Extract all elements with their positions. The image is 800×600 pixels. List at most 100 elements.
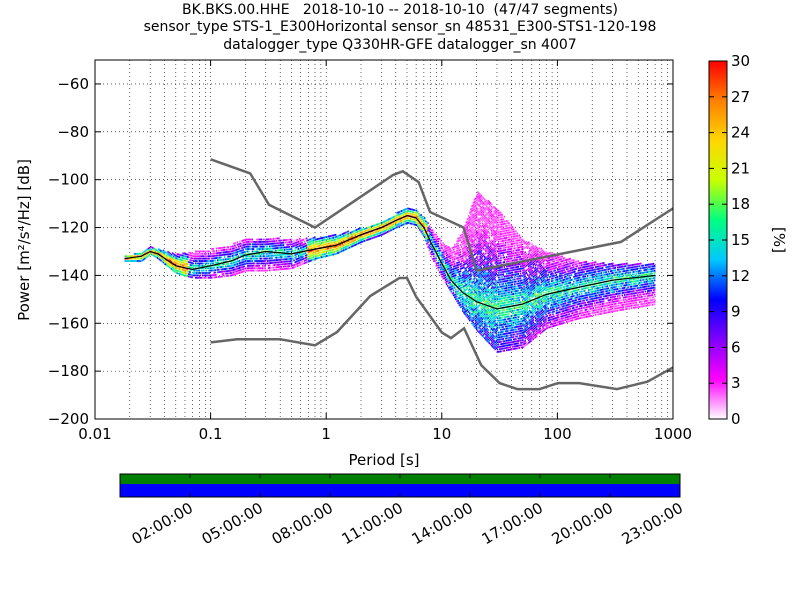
heatmap-cell xyxy=(482,309,485,312)
heatmap-cell xyxy=(486,330,488,333)
heatmap-cell xyxy=(208,276,211,279)
heatmap-cell xyxy=(496,348,499,351)
heatmap-cell xyxy=(473,251,476,254)
heatmap-cell xyxy=(495,330,498,333)
heatmap-cell xyxy=(477,275,479,277)
heatmap-cell xyxy=(299,252,301,255)
heatmap-cell xyxy=(479,260,481,263)
heatmap-cell xyxy=(220,247,222,249)
heatmap-cell xyxy=(474,276,477,279)
heatmap-cell xyxy=(232,269,234,272)
heatmap-cell xyxy=(455,264,457,267)
heatmap-cell xyxy=(432,234,434,236)
heatmap-cell xyxy=(457,276,459,278)
heatmap-cell xyxy=(480,218,483,221)
heatmap-cell xyxy=(204,264,206,267)
heatmap-cell xyxy=(215,249,218,252)
heatmap-cell xyxy=(485,312,487,315)
heatmap-cell xyxy=(225,272,227,275)
heatmap-cell xyxy=(500,343,502,346)
heatmap-cell xyxy=(433,245,435,248)
heatmap-cell xyxy=(325,236,328,238)
heatmap-cell xyxy=(512,316,515,319)
heatmap-cell xyxy=(265,252,267,255)
heatmap-cell xyxy=(478,249,480,252)
heatmap-cell xyxy=(277,261,279,264)
heatmap-cell xyxy=(211,252,213,255)
heatmap-cell xyxy=(475,194,478,197)
heatmap-cell xyxy=(511,321,514,324)
heatmap-cell xyxy=(487,329,489,331)
heatmap-cell xyxy=(485,252,487,255)
heatmap-cell xyxy=(185,260,188,263)
heatmap-cell xyxy=(486,318,488,321)
heatmap-cell xyxy=(459,234,462,237)
heatmap-cell xyxy=(465,221,467,224)
heatmap-cell xyxy=(284,260,286,263)
heatmap-cell xyxy=(504,316,507,318)
heatmap-cell xyxy=(507,346,509,349)
heatmap-cell xyxy=(404,213,406,216)
heatmap-cell xyxy=(400,219,403,222)
heatmap-cell xyxy=(499,283,501,286)
heatmap-cell xyxy=(362,240,365,243)
heatmap-cell xyxy=(470,285,472,287)
heatmap-cell xyxy=(428,230,430,233)
heatmap-cell xyxy=(186,270,189,273)
heatmap-cell xyxy=(382,230,384,233)
heatmap-cell xyxy=(211,262,213,265)
heatmap-cell xyxy=(308,243,310,246)
heatmap-cell xyxy=(242,253,244,256)
heatmap-cell xyxy=(465,247,467,250)
heatmap-cell xyxy=(265,255,267,258)
heatmap-cell xyxy=(508,243,510,246)
heatmap-cell xyxy=(378,222,381,225)
heatmap-cell xyxy=(349,241,352,244)
heatmap-cell xyxy=(222,253,225,256)
heatmap-cell xyxy=(250,267,252,270)
heatmap-cell xyxy=(371,234,374,237)
heatmap-cell xyxy=(162,259,165,261)
heatmap-cell xyxy=(477,210,479,213)
heatmap-cell xyxy=(487,254,489,257)
heatmap-cell xyxy=(512,314,515,317)
heatmap-cell xyxy=(505,284,508,287)
heatmap-cell xyxy=(213,252,215,255)
heatmap-cell xyxy=(489,254,492,257)
heatmap-cell xyxy=(219,251,221,254)
heatmap-cell xyxy=(407,219,410,222)
heatmap-cell xyxy=(312,237,315,239)
heatmap-cell xyxy=(474,236,477,238)
heatmap-cell xyxy=(459,244,462,246)
heatmap-cell xyxy=(449,269,451,272)
heatmap-cell xyxy=(289,241,292,243)
heatmap-cell xyxy=(281,268,284,271)
heatmap-cell xyxy=(312,244,315,247)
heatmap-cell xyxy=(244,243,247,246)
heatmap-cell xyxy=(494,221,496,224)
heatmap-cell xyxy=(467,253,470,256)
heatmap-cell xyxy=(126,255,129,258)
heatmap-cell xyxy=(481,246,484,249)
heatmap-cell xyxy=(272,259,274,262)
heatmap-cell xyxy=(315,255,317,258)
heatmap-cell xyxy=(144,255,146,258)
heatmap-cell xyxy=(489,214,492,217)
heatmap-cell xyxy=(453,270,456,272)
heatmap-cell xyxy=(156,249,159,252)
heatmap-cell xyxy=(502,271,504,273)
heatmap-cell xyxy=(453,286,456,289)
heatmap-cell xyxy=(307,251,309,254)
heatmap-cell xyxy=(332,234,335,237)
heatmap-cell xyxy=(310,259,313,262)
heatmap-cell xyxy=(215,264,218,267)
heatmap-cell xyxy=(242,265,244,268)
heatmap-cell xyxy=(492,278,494,281)
heatmap-cell xyxy=(494,209,496,212)
heatmap-cell xyxy=(494,274,496,277)
heatmap-cell xyxy=(490,313,493,316)
heatmap-cell xyxy=(462,307,464,310)
heatmap-cell xyxy=(514,247,516,250)
heatmap-cell xyxy=(484,260,486,263)
heatmap-cell xyxy=(437,266,440,269)
